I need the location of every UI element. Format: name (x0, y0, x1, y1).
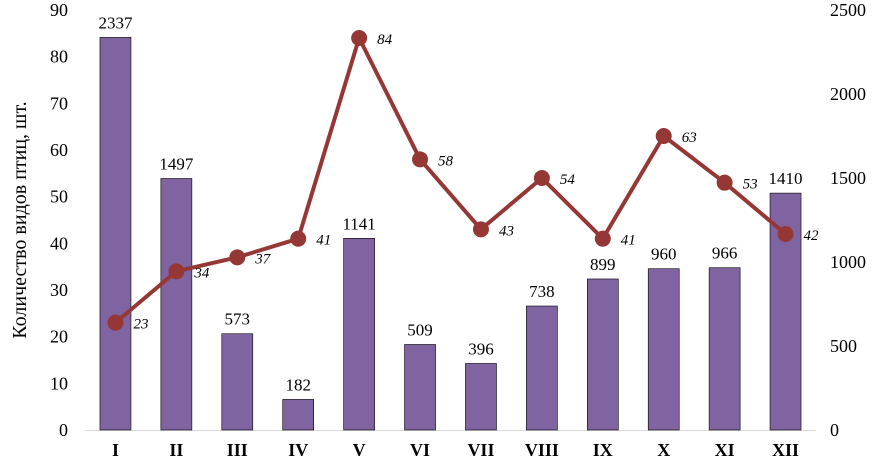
bar-II (160, 178, 193, 431)
line-point-VIII (533, 170, 550, 186)
line-point-VI (412, 151, 429, 168)
bar-I (99, 37, 132, 431)
bar-XI (708, 267, 741, 431)
line-label-III: 37 (254, 251, 272, 267)
line-point-II (168, 263, 185, 280)
line-label-I: 23 (133, 317, 148, 333)
line-point-I (107, 314, 124, 331)
bar-label-I: 2337 (98, 13, 133, 32)
right-tick-label-500: 500 (830, 336, 857, 356)
bar-VIII (526, 305, 558, 431)
bar-IV (282, 399, 315, 431)
x-axis-category-labels: I II III IV V VI VII VIII IX X XI XII (112, 440, 799, 460)
bar-label-VII: 396 (468, 339, 494, 358)
bar-label-VIII: 738 (529, 282, 555, 301)
bar-VI (404, 344, 436, 431)
category-label-IV: IV (288, 440, 308, 460)
category-label-VI: VI (410, 440, 430, 460)
line-point-VII (472, 221, 489, 238)
bar-label-IX: 899 (590, 255, 616, 274)
bar-IX (586, 278, 619, 431)
line-label-XII: 42 (804, 228, 820, 244)
line-point-X (655, 128, 672, 144)
right-tick-label-0: 0 (830, 420, 839, 440)
right-axis-ticks: 0 500 1000 1500 2000 2500 (830, 0, 866, 440)
line-label-VI: 58 (438, 153, 454, 169)
right-tick-label-1500: 1500 (830, 168, 866, 188)
right-tick-label-1000: 1000 (830, 252, 866, 272)
bar-V (343, 238, 375, 431)
left-tick-label-0: 0 (59, 420, 68, 440)
category-label-VII: VII (467, 440, 494, 460)
right-tick-label-2000: 2000 (830, 84, 866, 104)
line-point-IV (290, 230, 307, 247)
line-label-IV: 41 (316, 233, 331, 249)
left-tick-label-60: 60 (50, 140, 68, 160)
line-point-IX (594, 230, 611, 247)
category-label-XI: XI (715, 440, 735, 460)
left-tick-label-50: 50 (50, 187, 68, 207)
right-tick-label-2500: 2500 (830, 0, 866, 20)
line-label-X: 63 (682, 130, 697, 146)
left-axis-ticks: 0 10 20 30 40 50 60 70 80 90 (50, 0, 68, 440)
line-label-IX: 41 (621, 233, 636, 249)
bar-label-IV: 182 (285, 375, 311, 394)
line-label-VIII: 54 (560, 172, 576, 188)
y-axis-title: Количество видов птиц, шт. (9, 101, 31, 338)
category-label-III: III (227, 440, 248, 460)
category-label-V: V (353, 440, 366, 460)
bar-label-XI: 966 (712, 244, 738, 263)
bar-III (221, 333, 254, 431)
bar-label-XII: 1410 (769, 169, 803, 188)
bar-VII (465, 363, 497, 431)
line-label-XI: 53 (743, 177, 758, 193)
left-tick-label-40: 40 (50, 233, 68, 253)
line-series-points (107, 30, 794, 331)
line-label-V: 84 (377, 32, 393, 48)
category-label-II: II (169, 440, 183, 460)
bar-label-VI: 509 (407, 320, 433, 339)
bar-series (99, 37, 802, 431)
bar-label-V: 1141 (342, 214, 375, 233)
line-point-XII (777, 226, 794, 242)
left-tick-label-80: 80 (50, 47, 68, 67)
left-tick-label-90: 90 (50, 0, 68, 20)
left-tick-label-20: 20 (50, 327, 68, 347)
bar-label-X: 960 (651, 245, 677, 264)
left-tick-label-70: 70 (50, 93, 68, 113)
category-label-IX: IX (593, 440, 613, 460)
category-label-VIII: VIII (525, 440, 559, 460)
line-point-XI (716, 174, 733, 191)
line-point-V (351, 30, 368, 46)
bar-label-II: 1497 (159, 155, 194, 174)
line-label-II: 34 (193, 265, 210, 281)
category-label-X: X (657, 440, 670, 460)
line-series-path (114, 36, 787, 325)
category-label-XII: XII (772, 440, 799, 460)
bar-X (647, 268, 680, 431)
line-point-III (229, 249, 246, 266)
left-tick-label-10: 10 (50, 373, 68, 393)
left-tick-label-30: 30 (50, 280, 68, 300)
category-label-I: I (112, 440, 119, 460)
line-label-VII: 43 (499, 223, 514, 239)
bar-label-III: 573 (225, 310, 251, 329)
line-data-labels: 23 34 37 41 84 58 43 54 41 63 53 42 (133, 32, 819, 333)
